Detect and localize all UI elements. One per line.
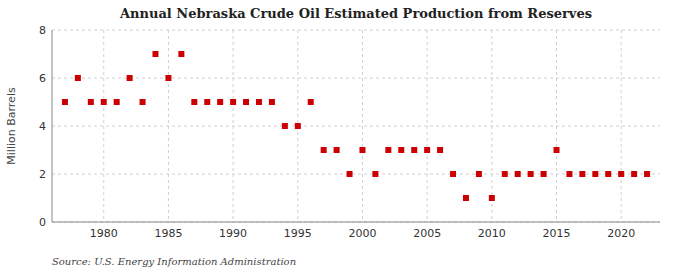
x-grid-line: [621, 30, 622, 222]
title: Annual Nebraska Crude Oil Estimated Prod…: [119, 6, 592, 21]
x-tick-label: 2005: [413, 227, 441, 240]
points: [62, 51, 650, 201]
y-tick-label: 0: [39, 216, 46, 229]
point: [359, 147, 365, 153]
point: [541, 171, 547, 177]
x-grid-line: [168, 30, 169, 222]
point: [308, 99, 314, 105]
point: [230, 99, 236, 105]
point: [191, 99, 197, 105]
point: [269, 99, 275, 105]
grid: [52, 30, 660, 222]
x-grid-line: [103, 30, 104, 222]
x-grid-line: [362, 30, 363, 222]
point: [243, 99, 249, 105]
point: [204, 99, 210, 105]
y-axis-line: [52, 30, 53, 222]
point: [256, 99, 262, 105]
x-tick-label: 2010: [478, 227, 506, 240]
point: [372, 171, 378, 177]
y-tick-label: 8: [39, 24, 46, 37]
source-note: Source: U.S. Energy Information Administ…: [52, 256, 296, 267]
point: [618, 171, 624, 177]
point: [282, 123, 288, 129]
point: [463, 195, 469, 201]
x-tick-label: 1995: [284, 227, 312, 240]
point: [605, 171, 611, 177]
point: [437, 147, 443, 153]
point: [528, 171, 534, 177]
point: [385, 147, 391, 153]
point: [476, 171, 482, 177]
x-tick-label: 2020: [607, 227, 635, 240]
point: [489, 195, 495, 201]
point: [347, 171, 353, 177]
point: [334, 147, 340, 153]
x-grid-line: [491, 30, 492, 222]
point: [165, 75, 171, 81]
y-grid-line: [52, 78, 660, 79]
x-tick-label: 1985: [154, 227, 182, 240]
x-axis-line: [52, 222, 660, 223]
x-tick-label: 2000: [348, 227, 376, 240]
point: [398, 147, 404, 153]
x-grid-line: [427, 30, 428, 222]
point: [450, 171, 456, 177]
y-tick-label: 2: [39, 168, 46, 181]
point: [114, 99, 120, 105]
point: [515, 171, 521, 177]
y-grid-line: [52, 222, 660, 223]
point: [88, 99, 94, 105]
point: [554, 147, 560, 153]
x-tick-label: 1990: [219, 227, 247, 240]
y-grid-line: [52, 30, 660, 31]
point: [152, 51, 158, 57]
point: [295, 123, 301, 129]
point: [217, 99, 223, 105]
point: [502, 171, 508, 177]
y-tick-label: 4: [39, 120, 46, 133]
x-tick-label: 1980: [90, 227, 118, 240]
x-tick-label: 2015: [543, 227, 571, 240]
y-grid-line: [52, 126, 660, 127]
point: [101, 99, 107, 105]
x-grid-line: [233, 30, 234, 222]
point: [579, 171, 585, 177]
point: [566, 171, 572, 177]
point: [411, 147, 417, 153]
point: [321, 147, 327, 153]
chart-container: 1980 1985 1990 1995 2000 2005 2010 2015 2020 0 2 4 6…: [0, 0, 675, 275]
point: [644, 171, 650, 177]
point: [62, 99, 68, 105]
x-grid-line: [556, 30, 557, 222]
point: [127, 75, 133, 81]
point: [592, 171, 598, 177]
point: [424, 147, 430, 153]
chart: 1980 1985 1990 1995 2000 2005 2010 2015 2020 0 2 4 6…: [0, 0, 675, 275]
point: [178, 51, 184, 57]
y-tick-label: 6: [39, 72, 46, 85]
point: [631, 171, 637, 177]
point: [75, 75, 81, 81]
point: [140, 99, 146, 105]
y-axis-label: Million Barrels: [5, 87, 18, 165]
